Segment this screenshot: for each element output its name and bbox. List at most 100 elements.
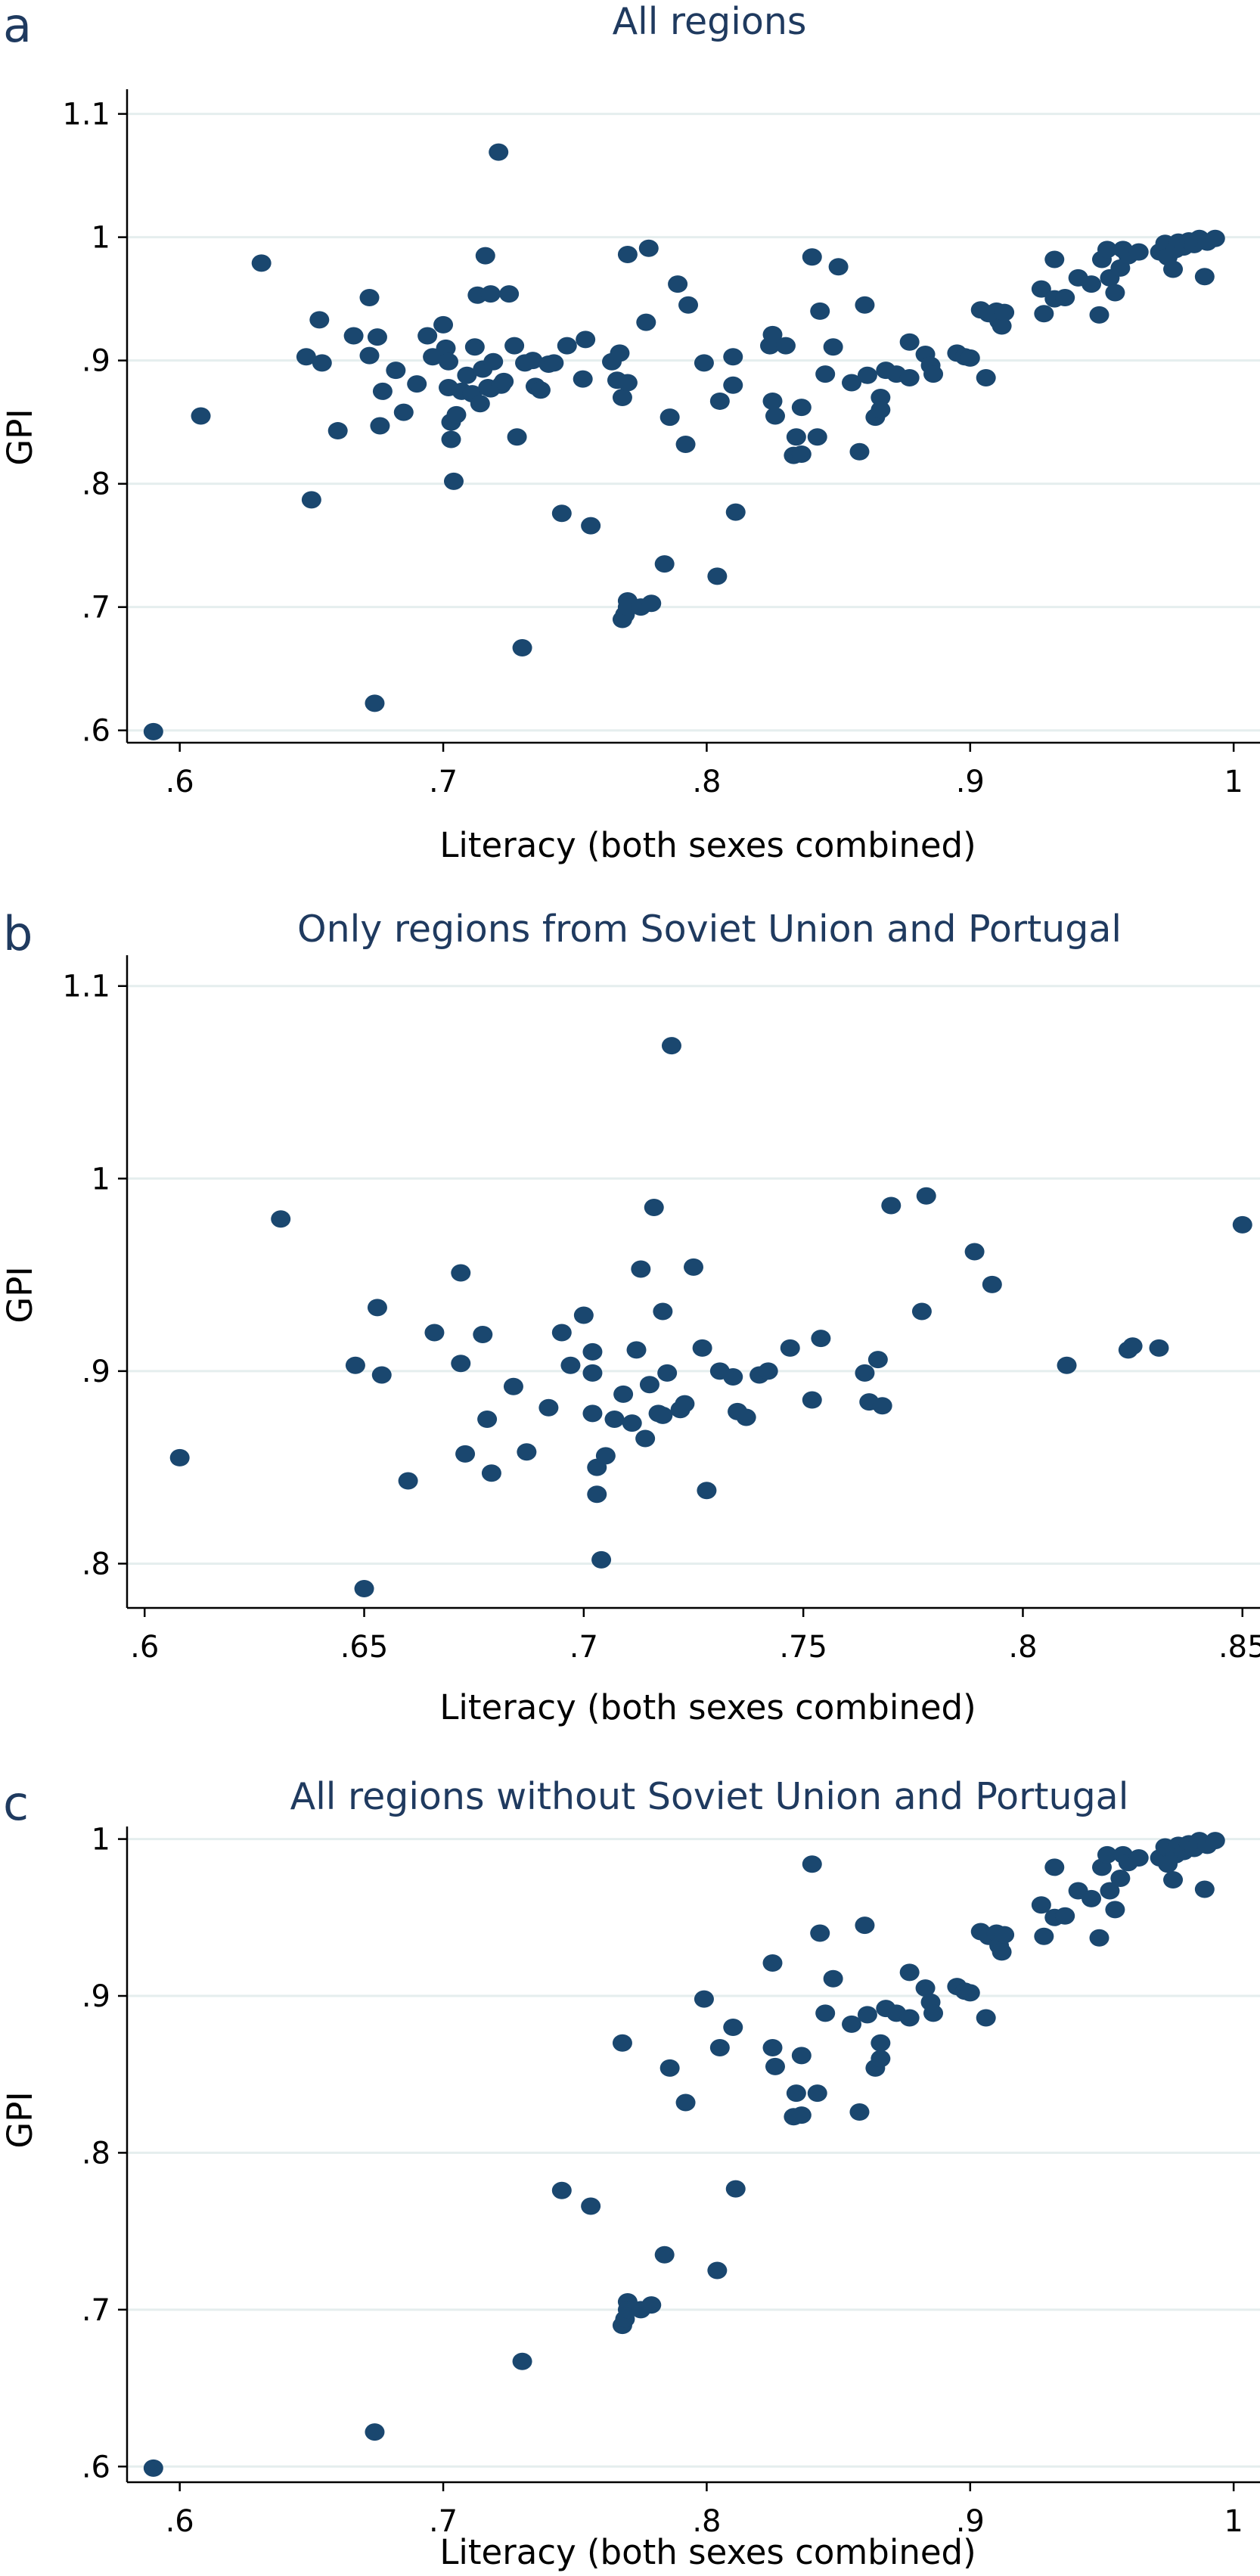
data-point bbox=[659, 408, 680, 427]
data-point bbox=[1110, 1869, 1131, 1887]
data-point bbox=[807, 428, 827, 446]
data-point bbox=[551, 504, 572, 523]
data-point bbox=[976, 368, 996, 386]
data-point bbox=[1100, 1882, 1120, 1900]
data-point bbox=[610, 344, 630, 362]
data-point bbox=[576, 331, 596, 349]
data-point bbox=[964, 1243, 985, 1261]
data-point bbox=[855, 1916, 875, 1935]
data-point bbox=[1089, 1929, 1109, 1947]
data-point bbox=[992, 317, 1012, 335]
data-point bbox=[842, 2015, 862, 2033]
data-point bbox=[455, 1445, 476, 1463]
data-point bbox=[436, 339, 456, 357]
data-point bbox=[441, 430, 461, 448]
data-point bbox=[707, 567, 728, 585]
x-tick-label: .6 bbox=[166, 765, 194, 799]
y-ticks: .6 .7 .8 .9 1 1.1 bbox=[62, 98, 127, 749]
x-tick-label: .7 bbox=[569, 1630, 598, 1665]
data-point bbox=[612, 2034, 632, 2052]
data-point bbox=[871, 2034, 891, 2052]
x-tick-label: .7 bbox=[429, 765, 458, 799]
data-point bbox=[439, 352, 459, 371]
gridlines bbox=[127, 1838, 1260, 2468]
data-point bbox=[393, 403, 414, 421]
data-point bbox=[544, 354, 564, 372]
data-point bbox=[654, 555, 675, 573]
data-point bbox=[301, 491, 321, 509]
data-point bbox=[551, 1324, 572, 1342]
data-point bbox=[995, 303, 1015, 321]
data-point bbox=[709, 2038, 730, 2056]
data-point bbox=[641, 2296, 662, 2314]
x-tick-label: .8 bbox=[1008, 1630, 1037, 1665]
data-point bbox=[802, 248, 822, 266]
chart-title: All regions bbox=[613, 0, 807, 43]
data-point bbox=[960, 349, 980, 367]
y-tick-label: .9 bbox=[82, 344, 110, 379]
data-point bbox=[457, 366, 477, 384]
data-point bbox=[765, 2057, 785, 2075]
data-point bbox=[573, 370, 593, 388]
data-point bbox=[1082, 1889, 1102, 1907]
data-point bbox=[775, 337, 796, 355]
data-point bbox=[791, 2047, 812, 2065]
data-point bbox=[823, 1969, 843, 1988]
data-point bbox=[871, 2050, 891, 2068]
data-point bbox=[503, 1377, 523, 1395]
axes bbox=[126, 89, 1260, 744]
data-point bbox=[871, 389, 891, 407]
data-point bbox=[675, 1395, 695, 1413]
data-point bbox=[697, 1482, 717, 1500]
data-point bbox=[473, 1326, 493, 1344]
data-point bbox=[1194, 1880, 1215, 1898]
data-point bbox=[523, 352, 543, 370]
y-tick-label: 1 bbox=[92, 221, 110, 256]
data-point bbox=[1205, 229, 1225, 247]
data-point bbox=[1082, 275, 1102, 293]
data-point bbox=[345, 1356, 365, 1374]
data-point bbox=[867, 1351, 888, 1369]
x-tick-label: 1 bbox=[1224, 765, 1243, 799]
y-tick-label: 1 bbox=[92, 1823, 110, 1858]
chart-title: All regions without Soviet Union and Por… bbox=[290, 1775, 1129, 1818]
data-point bbox=[1057, 1356, 1077, 1374]
x-tick-label: .8 bbox=[692, 765, 721, 799]
axes bbox=[126, 1826, 1260, 2484]
data-point bbox=[433, 315, 454, 334]
data-point bbox=[653, 1406, 673, 1424]
data-point bbox=[635, 1429, 656, 1448]
data-point bbox=[995, 1926, 1015, 1944]
data-point bbox=[807, 2084, 827, 2103]
data-point bbox=[675, 435, 696, 453]
data-point bbox=[659, 2059, 680, 2077]
data-point bbox=[507, 428, 527, 446]
data-point bbox=[512, 2352, 532, 2370]
data-point bbox=[143, 722, 163, 740]
data-point bbox=[723, 1368, 743, 1386]
data-point bbox=[251, 254, 272, 272]
data-point bbox=[512, 638, 532, 656]
data-point bbox=[443, 472, 464, 490]
data-point bbox=[367, 328, 387, 346]
data-point bbox=[1128, 1848, 1149, 1867]
panel-a: a All regions Literacy (both sexes combi… bbox=[0, 0, 1260, 865]
data-point bbox=[1205, 1832, 1225, 1850]
data-point bbox=[517, 1443, 537, 1461]
x-tick-label: .8 bbox=[692, 2504, 721, 2539]
data-points bbox=[169, 1037, 1252, 1598]
data-point bbox=[612, 389, 632, 407]
data-point bbox=[872, 1397, 892, 1415]
axes bbox=[126, 955, 1260, 1609]
data-point bbox=[810, 302, 830, 320]
data-point bbox=[477, 1411, 498, 1429]
data-point bbox=[622, 1414, 642, 1432]
data-point bbox=[1044, 250, 1065, 268]
data-point bbox=[881, 1196, 902, 1215]
data-point bbox=[709, 392, 730, 410]
data-point bbox=[992, 1943, 1012, 1961]
data-point bbox=[762, 325, 783, 343]
data-point bbox=[327, 422, 348, 440]
data-point bbox=[581, 2197, 601, 2215]
